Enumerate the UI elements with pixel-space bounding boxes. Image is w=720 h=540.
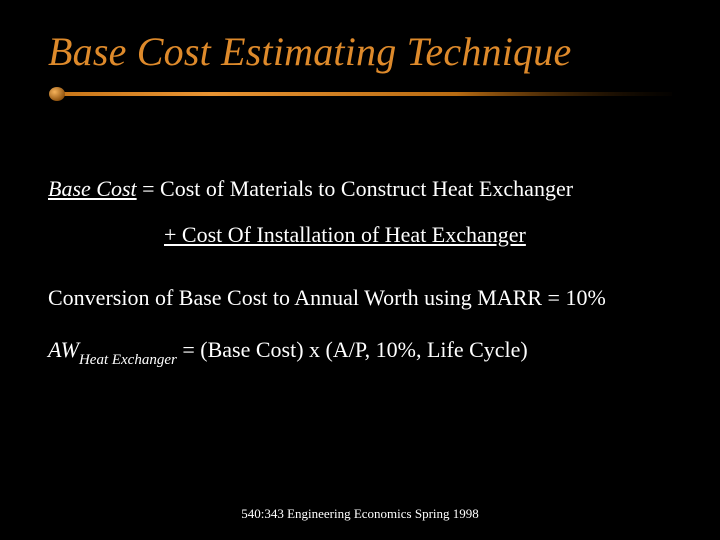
slide-body: Base Cost = Cost of Materials to Constru… — [48, 175, 672, 368]
slide-title: Base Cost Estimating Technique — [48, 28, 672, 75]
equation-rhs-1: = Cost of Materials to Construct Heat Ex… — [137, 176, 573, 201]
slide-footer: 540:343 Engineering Economics Spring 199… — [0, 506, 720, 522]
equation-lhs: Base Cost — [48, 176, 137, 201]
aw-rhs: = (Base Cost) x (A/P, 10%, Life Cycle) — [177, 337, 528, 362]
aw-subscript: Heat Exchanger — [79, 352, 177, 368]
equation-line-2: + Cost Of Installation of Heat Exchanger — [48, 221, 672, 249]
conversion-line: Conversion of Base Cost to Annual Worth … — [48, 284, 672, 312]
title-underline-rule — [48, 83, 672, 105]
slide-container: Base Cost Estimating Technique Base C — [0, 0, 720, 540]
aw-line: AWHeat Exchanger = (Base Cost) x (A/P, 1… — [48, 336, 672, 368]
equation-line-1: Base Cost = Cost of Materials to Constru… — [48, 175, 672, 203]
aw-symbol: AW — [48, 337, 79, 362]
